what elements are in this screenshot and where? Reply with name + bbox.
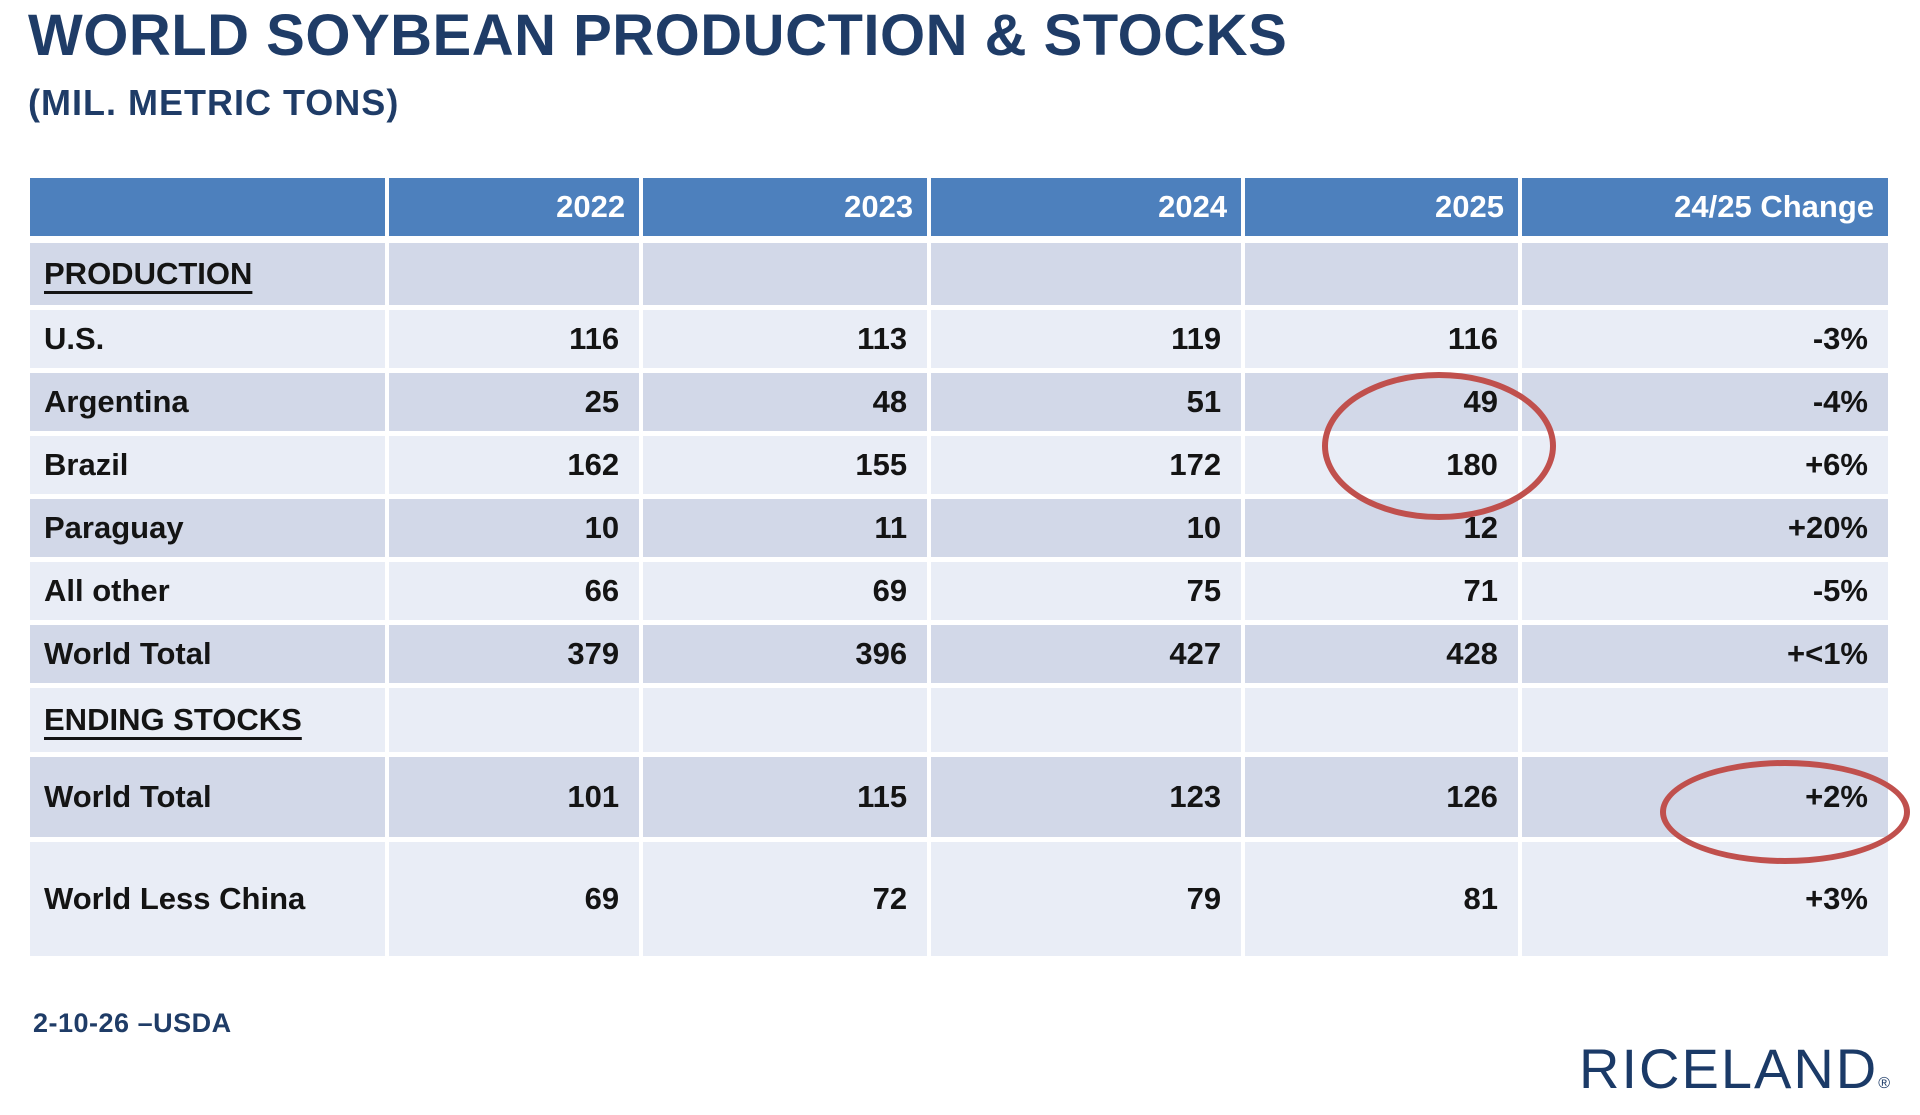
table-row-argentina: Argentina 25 48 51 49 -4% [30,373,1888,436]
header-2025: 2025 [1245,178,1522,243]
cell: 12 [1245,499,1522,562]
cell: 10 [388,499,644,562]
cell: -4% [1521,373,1888,436]
cell: 116 [388,310,644,373]
cell: 119 [931,310,1246,373]
cell: 126 [1245,757,1522,842]
cell [931,688,1246,757]
cell: 10 [931,499,1246,562]
cell: +<1% [1521,625,1888,688]
cell: 11 [643,499,932,562]
source-note: 2-10-26 –USDA [33,1008,232,1038]
riceland-logo: RICELAND® [1579,1036,1890,1101]
cell: 172 [931,436,1246,499]
cell: 155 [643,436,932,499]
cell [1521,688,1888,757]
table-row-us: U.S. 116 113 119 116 -3% [30,310,1888,373]
cell: 81 [1245,842,1522,961]
cell: 69 [643,562,932,625]
header-change: 24/25 Change [1521,178,1888,243]
cell: 116 [1245,310,1522,373]
cell: 75 [931,562,1246,625]
cell: 379 [388,625,644,688]
cell: 51 [931,373,1246,436]
cell: +3% [1521,842,1888,961]
page-subtitle: (MIL. METRIC TONS) [28,82,400,123]
cell: 180 [1245,436,1522,499]
cell: 428 [1245,625,1522,688]
cell: 162 [388,436,644,499]
cell: 123 [931,757,1246,842]
cell: 25 [388,373,644,436]
cell [931,243,1246,310]
section-title: PRODUCTION [44,256,253,291]
cell: 66 [388,562,644,625]
table-row-world-total-production: World Total 379 396 427 428 +<1% [30,625,1888,688]
cell: 69 [388,842,644,961]
section-title: ENDING STOCKS [44,702,302,737]
header-2022: 2022 [388,178,644,243]
cell [388,688,644,757]
cell: -3% [1521,310,1888,373]
cell: 72 [643,842,932,961]
riceland-logo-text: RICELAND [1579,1037,1879,1100]
row-label: World Total [30,757,389,842]
row-label: U.S. [30,310,389,373]
cell [1245,688,1522,757]
row-label: Argentina [30,373,389,436]
cell: 48 [643,373,932,436]
cell [388,243,644,310]
row-label: Paraguay [30,499,389,562]
cell [643,688,932,757]
cell: +20% [1521,499,1888,562]
registered-trademark-icon: ® [1878,1075,1890,1092]
table-row-all-other: All other 66 69 75 71 -5% [30,562,1888,625]
table-row-brazil: Brazil 162 155 172 180 +6% [30,436,1888,499]
cell: 49 [1245,373,1522,436]
page-title: WORLD SOYBEAN PRODUCTION & STOCKS [28,3,1288,68]
cell: 115 [643,757,932,842]
header-2023: 2023 [643,178,932,243]
table-row-ending-stocks-section: ENDING STOCKS [30,688,1888,757]
header-blank [30,178,389,243]
table-row-world-total-stocks: World Total 101 115 123 126 +2% [30,757,1888,842]
table-row-production-section: PRODUCTION [30,243,1888,310]
cell [1521,243,1888,310]
row-label: World Less China [30,842,389,961]
cell: -5% [1521,562,1888,625]
row-label: Brazil [30,436,389,499]
row-label: World Total [30,625,389,688]
cell [1245,243,1522,310]
cell: 71 [1245,562,1522,625]
cell: 101 [388,757,644,842]
cell: 396 [643,625,932,688]
row-label: PRODUCTION [30,243,389,310]
table-header-row: 2022 2023 2024 2025 24/25 Change [30,178,1888,243]
cell [643,243,932,310]
cell: +6% [1521,436,1888,499]
soybean-table: 2022 2023 2024 2025 24/25 Change PRODUCT… [30,178,1888,961]
table-row-world-less-china: World Less China 69 72 79 81 +3% [30,842,1888,961]
row-label: All other [30,562,389,625]
header-2024: 2024 [931,178,1246,243]
cell: 427 [931,625,1246,688]
cell: 113 [643,310,932,373]
cell: 79 [931,842,1246,961]
cell: +2% [1521,757,1888,842]
row-label: ENDING STOCKS [30,688,389,757]
table-row-paraguay: Paraguay 10 11 10 12 +20% [30,499,1888,562]
